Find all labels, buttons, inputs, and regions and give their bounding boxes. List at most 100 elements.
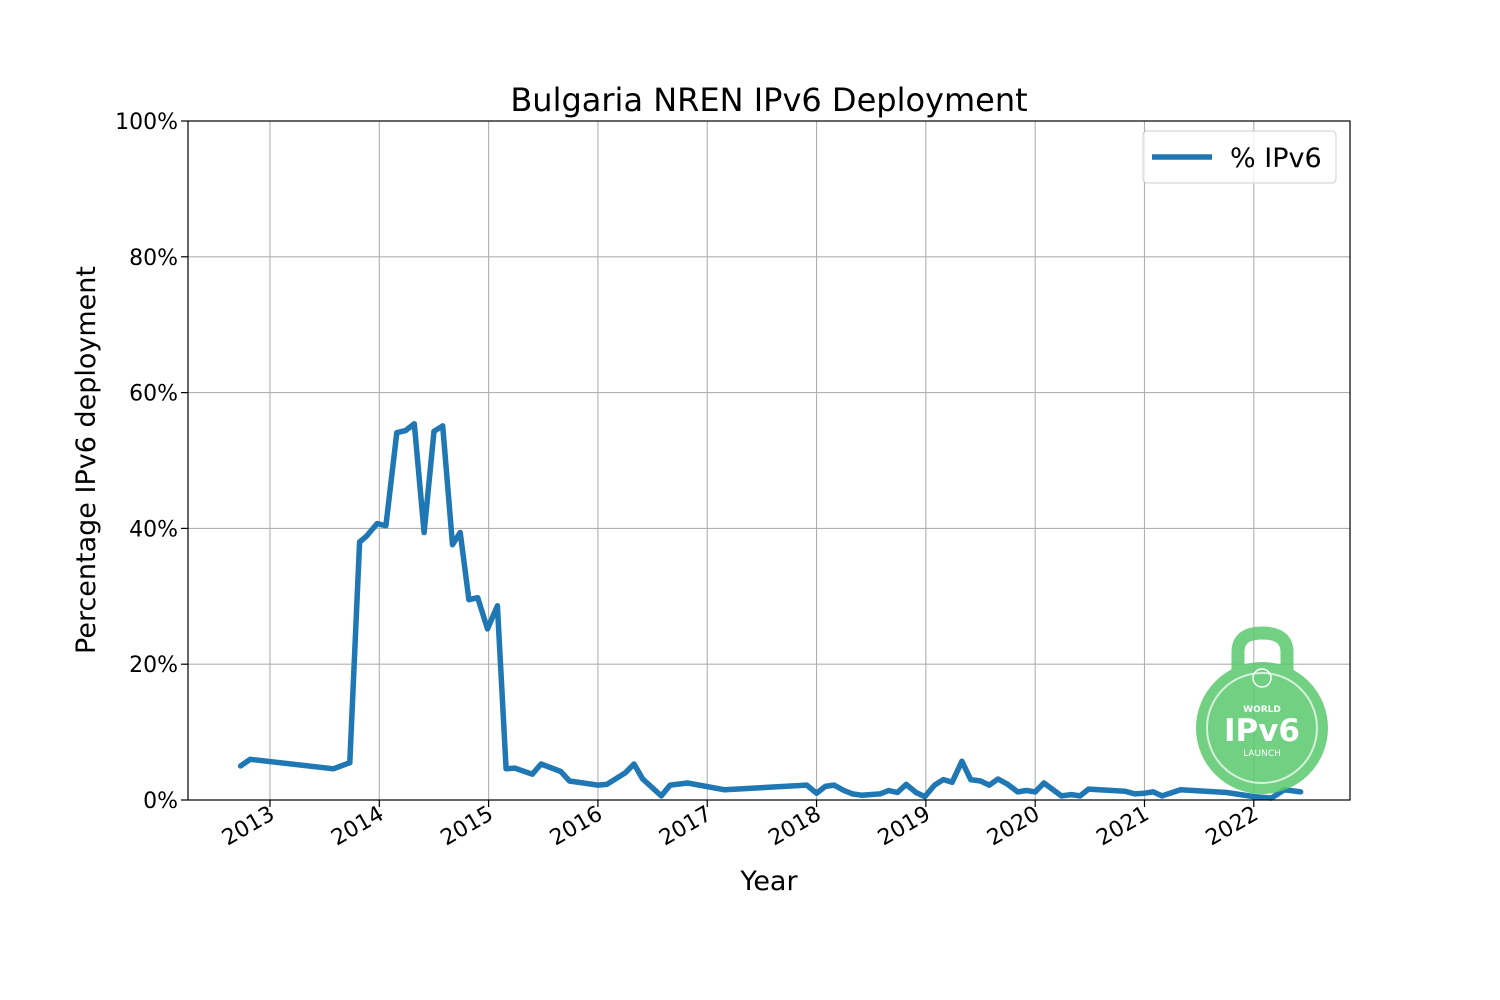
x-axis-label: Year: [739, 866, 798, 897]
series-layer: [237, 421, 1304, 801]
y-tick-label: 0%: [143, 789, 178, 814]
data-point: [566, 778, 573, 784]
data-point: [1032, 789, 1038, 795]
globe-icon: [1252, 668, 1272, 688]
data-point: [440, 423, 446, 429]
data-point: [1023, 787, 1029, 794]
data-point: [1298, 789, 1304, 795]
data-point: [814, 790, 820, 796]
data-point: [1141, 790, 1148, 796]
y-tick-label: 60%: [129, 382, 178, 407]
data-point: [237, 763, 244, 769]
data-point: [1132, 791, 1138, 797]
data-point: [968, 777, 974, 783]
plot-area: [188, 121, 1350, 800]
y-tick-label: 80%: [129, 246, 178, 271]
data-point: [685, 780, 691, 786]
data-point: [932, 782, 938, 788]
data-point: [347, 760, 353, 766]
data-point: [512, 765, 518, 771]
data-point: [457, 529, 463, 536]
data-point: [363, 533, 369, 540]
y-tick-label: 40%: [129, 517, 178, 542]
data-point: [886, 787, 892, 794]
data-point: [529, 771, 535, 777]
data-point: [538, 761, 544, 767]
legend-label: % IPv6: [1230, 143, 1322, 174]
data-point: [841, 787, 847, 794]
chart-title: Bulgaria NREN IPv6 Deployment: [510, 81, 1027, 119]
data-point: [1159, 793, 1165, 799]
logo-word-world: WORLD: [1243, 705, 1281, 715]
data-point: [330, 766, 336, 772]
y-axis-label: Percentage IPv6 deployment: [71, 266, 102, 654]
data-point: [804, 782, 810, 788]
data-point: [913, 789, 919, 796]
data-point: [421, 529, 427, 536]
logo-word-launch: LAUNCH: [1243, 749, 1281, 759]
data-point: [503, 766, 509, 772]
data-point: [894, 789, 901, 796]
data-point: [995, 776, 1001, 782]
data-point: [374, 521, 380, 527]
axes-frame: [187, 120, 1351, 801]
data-point: [449, 542, 456, 548]
data-point: [658, 793, 664, 799]
data-point: [558, 768, 564, 775]
series-line: [238, 421, 1302, 801]
data-point: [383, 523, 389, 529]
data-point: [959, 758, 965, 764]
data-point: [1005, 781, 1011, 788]
data-point: [1178, 787, 1184, 793]
data-point: [877, 791, 883, 797]
data-point: [1086, 786, 1092, 792]
data-point: [402, 428, 409, 434]
padlock-shackle-icon: [1231, 626, 1294, 672]
data-point: [822, 783, 828, 790]
logo-inner-ring: [1206, 672, 1318, 784]
data-point: [1268, 795, 1274, 801]
data-point: [922, 794, 928, 800]
data-point: [247, 756, 253, 762]
data-point: [484, 626, 491, 632]
data-point: [494, 603, 500, 609]
world-ipv6-launch-logo: WORLD IPv6 LAUNCH: [1196, 626, 1328, 794]
data-point: [622, 770, 628, 776]
data-point: [1015, 789, 1021, 795]
data-point: [949, 779, 955, 785]
data-point: [640, 776, 646, 782]
y-tick-label: 20%: [129, 653, 178, 678]
data-point: [1068, 792, 1074, 798]
data-point: [1150, 789, 1156, 795]
data-point: [431, 428, 437, 434]
data-point: [1223, 789, 1230, 796]
data-point: [1122, 788, 1128, 794]
data-point: [466, 597, 472, 603]
data-point: [850, 791, 856, 797]
data-point: [722, 787, 728, 793]
data-point: [475, 595, 481, 601]
data-point: [903, 781, 909, 788]
logo-disc: [1196, 662, 1328, 794]
data-point: [411, 421, 417, 427]
data-point: [667, 782, 673, 788]
data-point: [1041, 780, 1047, 786]
data-point: [595, 782, 601, 788]
y-tick-label: 100%: [115, 110, 178, 135]
logo-word-ipv6: IPv6: [1224, 713, 1300, 749]
data-point: [858, 792, 865, 798]
legend: % IPv6: [1142, 130, 1337, 184]
data-point: [977, 778, 984, 784]
data-point: [394, 430, 400, 436]
data-point: [1251, 794, 1257, 800]
data-point: [831, 782, 837, 788]
data-point: [1058, 793, 1064, 799]
legend-box: [1142, 130, 1337, 184]
data-point: [357, 539, 363, 545]
data-point: [940, 777, 947, 783]
data-point: [986, 782, 992, 788]
data-point: [631, 761, 637, 767]
data-point: [604, 781, 610, 788]
data-point: [1077, 793, 1083, 799]
